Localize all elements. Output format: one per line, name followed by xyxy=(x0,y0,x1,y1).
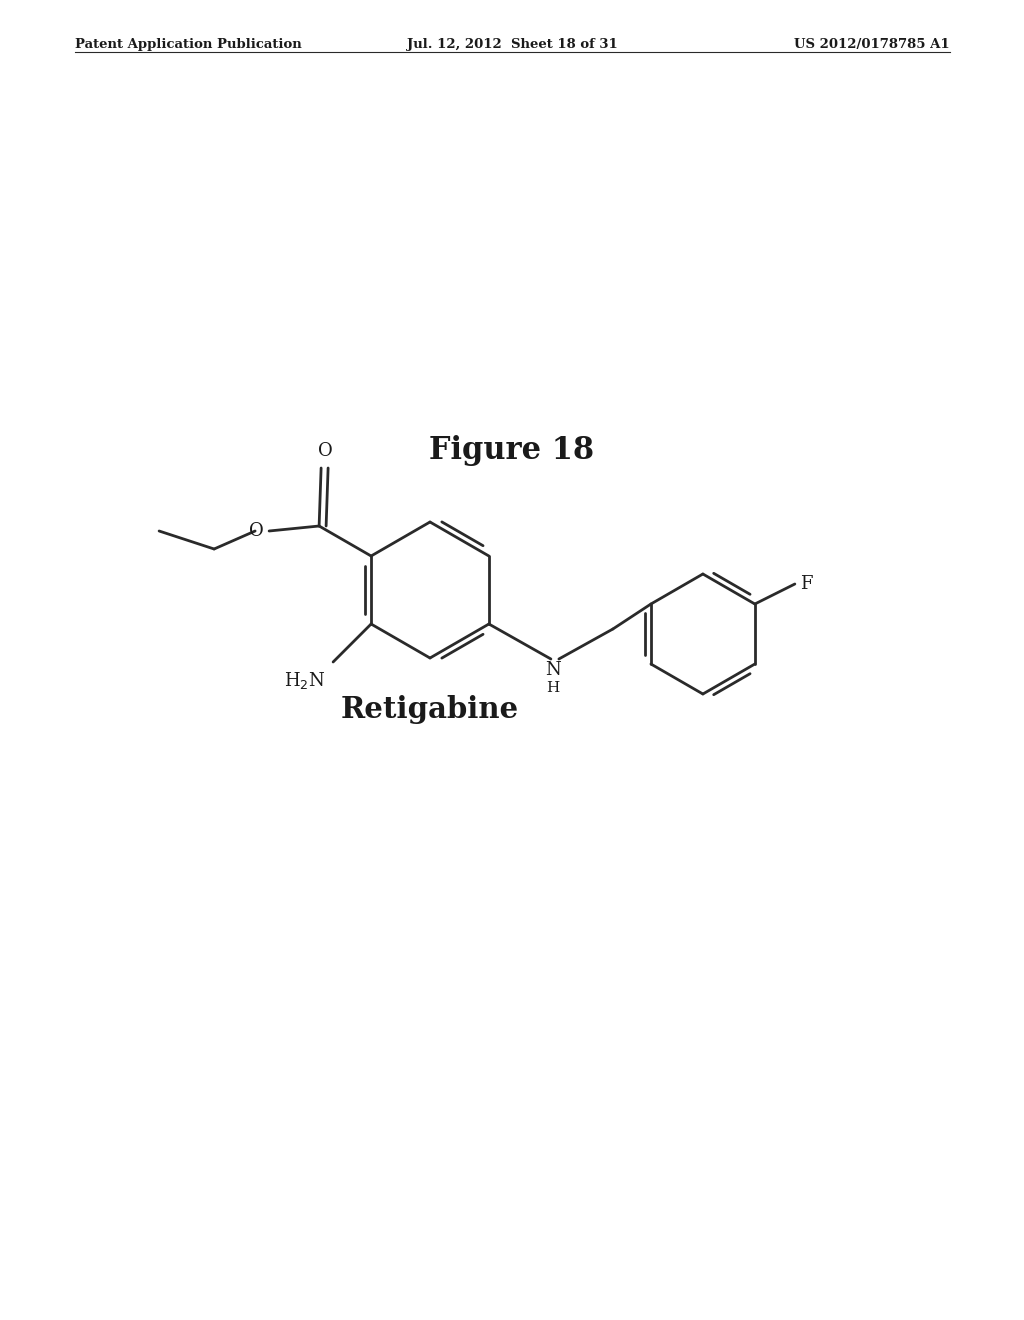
Text: Figure 18: Figure 18 xyxy=(429,434,595,466)
Text: Patent Application Publication: Patent Application Publication xyxy=(75,38,302,51)
Text: H: H xyxy=(546,681,559,696)
Text: H$_2$N: H$_2$N xyxy=(284,671,325,690)
Text: US 2012/0178785 A1: US 2012/0178785 A1 xyxy=(795,38,950,51)
Text: O: O xyxy=(317,442,333,459)
Text: O: O xyxy=(250,521,264,540)
Text: Retigabine: Retigabine xyxy=(341,696,519,725)
Text: F: F xyxy=(800,576,812,593)
Text: Jul. 12, 2012  Sheet 18 of 31: Jul. 12, 2012 Sheet 18 of 31 xyxy=(407,38,617,51)
Text: N: N xyxy=(545,661,561,678)
